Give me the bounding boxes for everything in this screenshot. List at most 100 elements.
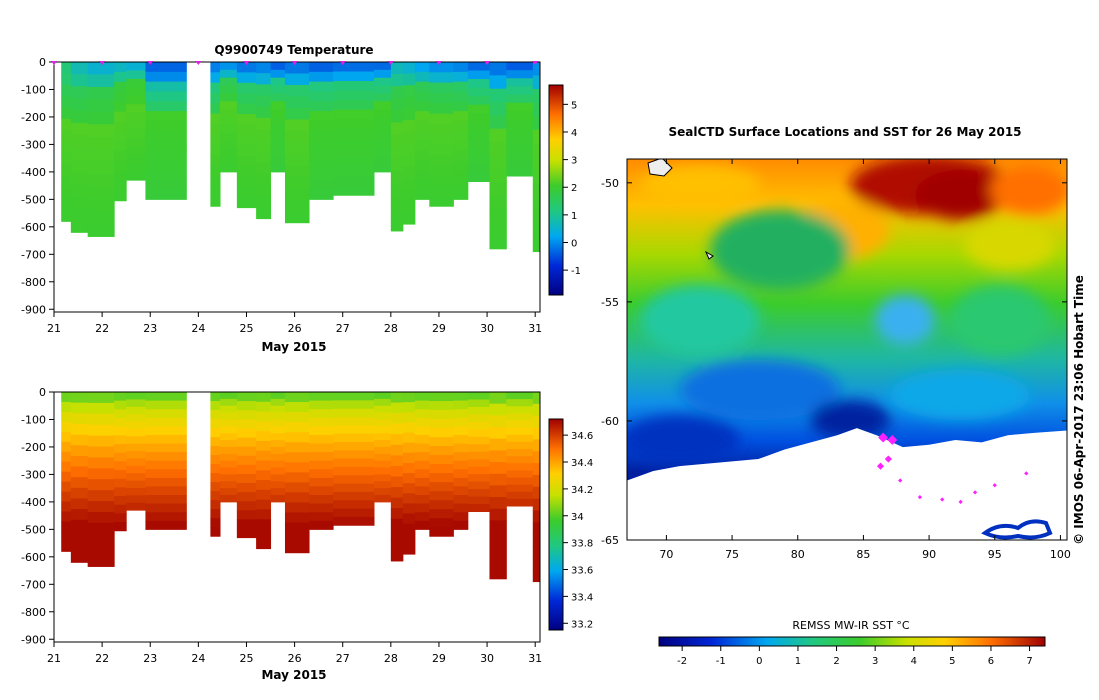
salinity-cell bbox=[390, 476, 404, 488]
salinity-cell bbox=[309, 512, 334, 522]
y-tick-label: -100 bbox=[21, 413, 46, 426]
salinity-cell bbox=[373, 453, 392, 462]
temperature-cell bbox=[145, 130, 187, 141]
salinity-cell bbox=[506, 420, 534, 429]
temperature-cell bbox=[506, 143, 534, 153]
temperature-cell bbox=[414, 62, 430, 73]
temperature-cell bbox=[61, 62, 72, 74]
salinity-cell bbox=[210, 482, 221, 492]
y-tick-label: -800 bbox=[21, 606, 46, 619]
temperature-cell bbox=[70, 159, 89, 172]
x-tick-label: 29 bbox=[432, 652, 446, 665]
map-frame bbox=[626, 158, 1068, 541]
temperature-cell bbox=[256, 84, 272, 97]
salinity-cell bbox=[87, 413, 115, 426]
salinity-colorbar bbox=[548, 418, 564, 631]
temperature-cell bbox=[61, 153, 72, 165]
sst-colorbar-tick-label: 5 bbox=[949, 656, 955, 667]
sst-colorbar-ticks: -2 -1 0 1 2 3 4 5 6 7 bbox=[677, 646, 1033, 667]
profile-marker bbox=[532, 61, 539, 65]
temperature-cell bbox=[270, 124, 286, 134]
salinity-cell bbox=[429, 482, 454, 492]
temperature-cell bbox=[70, 122, 89, 136]
salinity-cell bbox=[489, 427, 507, 440]
temperature-cell bbox=[373, 124, 392, 134]
salinity-cell bbox=[114, 392, 127, 402]
salinity-colorbar-ticks: 33.2 33.4 33.6 33.8 34 34.2 34.4 34.6 bbox=[563, 431, 593, 630]
temperature-cell bbox=[390, 86, 404, 99]
salinity-cell bbox=[333, 491, 375, 501]
salinity-cell bbox=[453, 477, 469, 487]
surface-location-point bbox=[876, 462, 885, 470]
temperature-cell bbox=[414, 169, 430, 181]
temperature-cell bbox=[429, 92, 454, 104]
temperature-cell bbox=[506, 119, 534, 128]
temperature-cell bbox=[126, 163, 146, 173]
salinity-cell bbox=[210, 419, 221, 429]
temperature-cell bbox=[414, 81, 430, 92]
sst-colorbar-tick-label: 1 bbox=[795, 656, 801, 667]
salinity-cell bbox=[467, 429, 490, 438]
salinity-cell bbox=[114, 461, 127, 471]
salinity-cell bbox=[506, 399, 534, 407]
salinity-cell bbox=[453, 409, 469, 419]
salinity-cell bbox=[256, 440, 272, 452]
salinity-cell bbox=[114, 478, 127, 488]
colorbar-tick-label: 1 bbox=[571, 211, 577, 222]
temperature-cell bbox=[210, 82, 221, 94]
salinity-cell bbox=[467, 481, 490, 490]
y-tick-label: -500 bbox=[21, 193, 46, 206]
salinity-cell bbox=[532, 546, 541, 559]
salinity-cell bbox=[256, 538, 272, 550]
temperature-cell bbox=[467, 70, 490, 80]
salinity-cell bbox=[256, 450, 272, 462]
salinity-cell bbox=[414, 417, 430, 427]
salinity-cell bbox=[270, 398, 286, 407]
temperature-cell bbox=[70, 195, 89, 209]
salinity-cell bbox=[87, 446, 115, 458]
salinity-cell bbox=[145, 495, 187, 505]
salinity-cell bbox=[270, 405, 286, 414]
temperature-cell bbox=[114, 62, 127, 73]
temperature-cell bbox=[309, 62, 334, 73]
salinity-cell bbox=[467, 496, 490, 505]
temperature-cell bbox=[61, 175, 72, 188]
x-tick-label: 24 bbox=[191, 322, 205, 335]
temperature-cell bbox=[256, 173, 272, 186]
temperature-cell bbox=[256, 196, 272, 208]
salinity-cell bbox=[489, 497, 507, 510]
colorbar-tick-label: 33.6 bbox=[571, 566, 593, 577]
temperature-cell bbox=[256, 140, 272, 152]
temperature-cell bbox=[467, 104, 490, 114]
salinity-cell bbox=[70, 445, 89, 457]
y-tick-label: -400 bbox=[21, 496, 46, 509]
temperature-cell bbox=[506, 151, 534, 161]
temperature-cell bbox=[284, 199, 310, 212]
salinity-cell bbox=[309, 520, 334, 530]
temperature-cell bbox=[126, 95, 146, 105]
salinity-cell bbox=[87, 468, 115, 480]
x-tick-label: 21 bbox=[47, 322, 61, 335]
temperature-cell bbox=[373, 148, 392, 157]
temperature-cell bbox=[145, 111, 187, 122]
salinity-cell bbox=[145, 443, 187, 453]
y-tick-label: -700 bbox=[21, 248, 46, 261]
temperature-cell bbox=[489, 88, 507, 103]
temperature-cell bbox=[309, 101, 334, 112]
salinity-cell bbox=[114, 418, 127, 428]
salinity-cell bbox=[373, 419, 392, 427]
temperature-cell bbox=[126, 146, 146, 156]
temperature-cell bbox=[453, 150, 469, 161]
lon-tick-label: 90 bbox=[922, 548, 936, 561]
temperature-cell bbox=[126, 104, 146, 114]
salinity-cell bbox=[453, 452, 469, 462]
temperature-cell bbox=[210, 175, 221, 187]
salinity-cell bbox=[145, 452, 187, 462]
sst-colorbar-tick-label: 2 bbox=[833, 656, 839, 667]
temperature-cell bbox=[429, 72, 454, 84]
salinity-cell bbox=[467, 436, 490, 445]
salinity-cell bbox=[70, 487, 89, 499]
temperature-axes-frame bbox=[53, 61, 541, 313]
temperature-cell bbox=[429, 185, 454, 197]
salinity-cell bbox=[429, 491, 454, 501]
